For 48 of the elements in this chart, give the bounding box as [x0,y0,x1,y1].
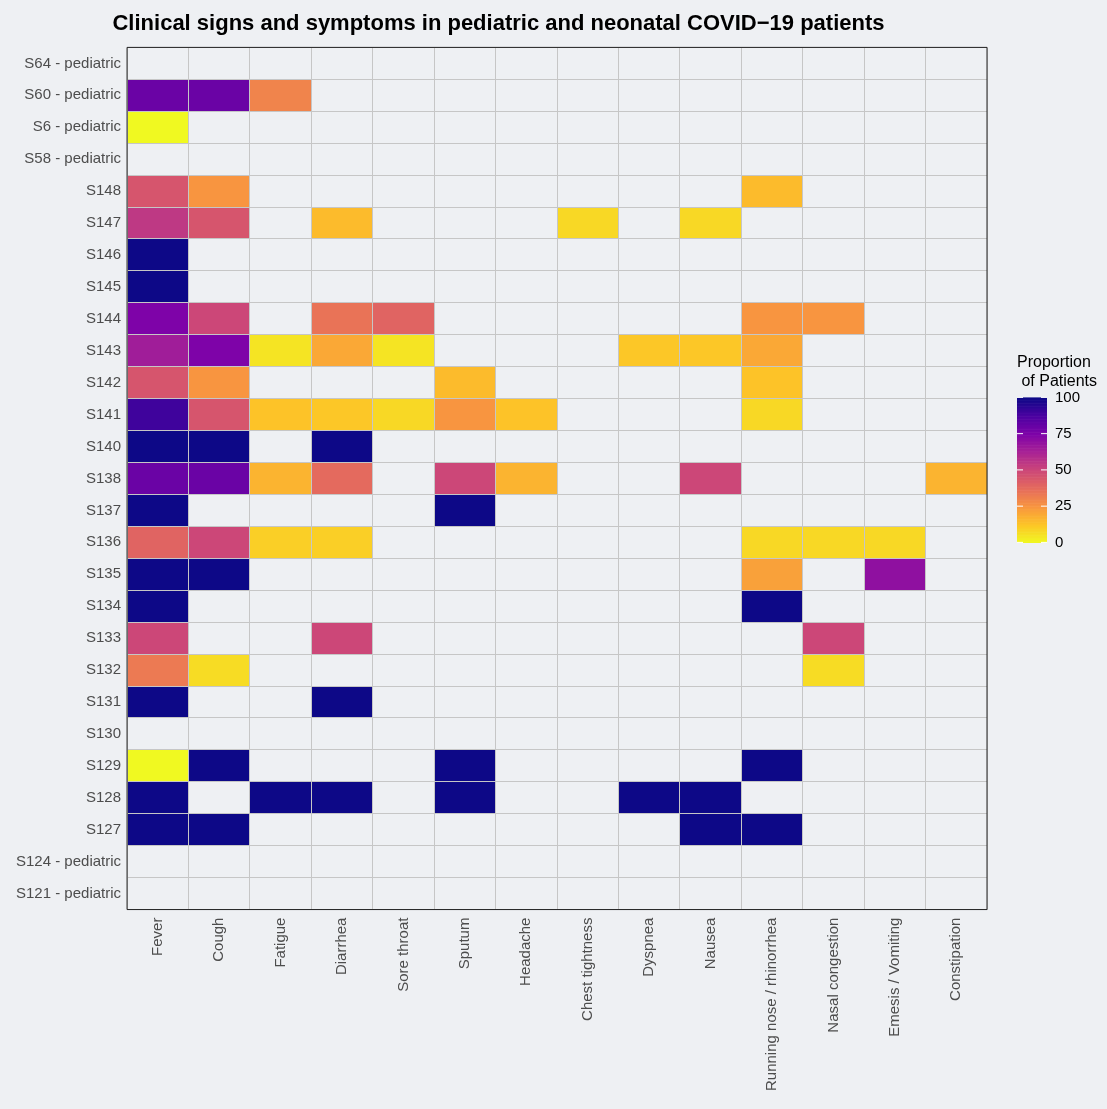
x-tick-label: Chest tightness [577,917,595,1021]
y-tick-label: S131 [86,692,122,710]
color-bar-label: 100 [1055,387,1081,405]
y-tick-label: S141 [86,404,122,422]
x-tick-label: Nasal congestion [823,917,841,1033]
color-bar-label: 25 [1055,496,1072,514]
y-tick-label: S138 [86,468,122,486]
y-tick-label: S144 [86,308,122,326]
x-tick-label: Nausea [700,916,718,970]
y-tick-label: S132 [86,660,122,678]
y-tick-label: S60 - pediatric [24,85,122,103]
y-tick-label: S137 [86,500,122,518]
y-tick-label: S127 [86,819,122,837]
x-tick-label: Fever [147,917,165,956]
x-tick-label: Cough [209,917,227,962]
x-tick-label: Sputum [455,917,473,970]
y-tick-label: S146 [86,245,122,263]
y-tick-label: S6 - pediatric [32,117,122,135]
x-tick-label: Dyspnea [639,916,657,977]
x-tick-label: Fatigue [270,917,288,968]
y-tick-label: S129 [86,756,122,773]
y-tick-label: S64 - pediatric [24,53,122,71]
x-tick-label: Running nose / rhinorrhea [762,916,780,1092]
y-tick-label: S148 [86,181,122,199]
y-tick-label: S147 [86,213,122,231]
y-tick-label: S136 [86,532,122,550]
y-tick-label: S124 - pediatric [16,851,122,869]
y-tick-label: S142 [86,372,122,390]
color-bar-label: 75 [1055,423,1072,441]
y-tick-label: S128 [86,787,122,805]
y-tick-label: S140 [86,436,122,454]
x-tick-label: Constipation [946,917,964,1001]
y-tick-label: S130 [86,724,122,742]
chart-title: Clinical signs and symptoms in pediatric and neonatal COVID−19 patients [112,10,885,36]
y-tick-label: S121 - pediatric [16,883,122,901]
x-tick-label: Emesis / Vomiting [885,917,902,1037]
color-bar-title: Proportion of Patients [1017,352,1098,389]
y-tick-label: S58 - pediatric [24,149,122,167]
color-bar-label: 50 [1055,460,1072,478]
x-tick-label: Diarrhea [332,916,350,976]
color-bar-label: 0 [1055,532,1064,550]
y-tick-label: S145 [86,277,122,295]
x-tick-label: Headache [516,917,534,986]
y-tick-label: S134 [86,596,122,614]
y-tick-label: S133 [86,628,122,646]
y-tick-label: S143 [86,340,122,358]
x-tick-label: Sore throat [393,916,411,992]
y-tick-label: S135 [86,564,122,582]
